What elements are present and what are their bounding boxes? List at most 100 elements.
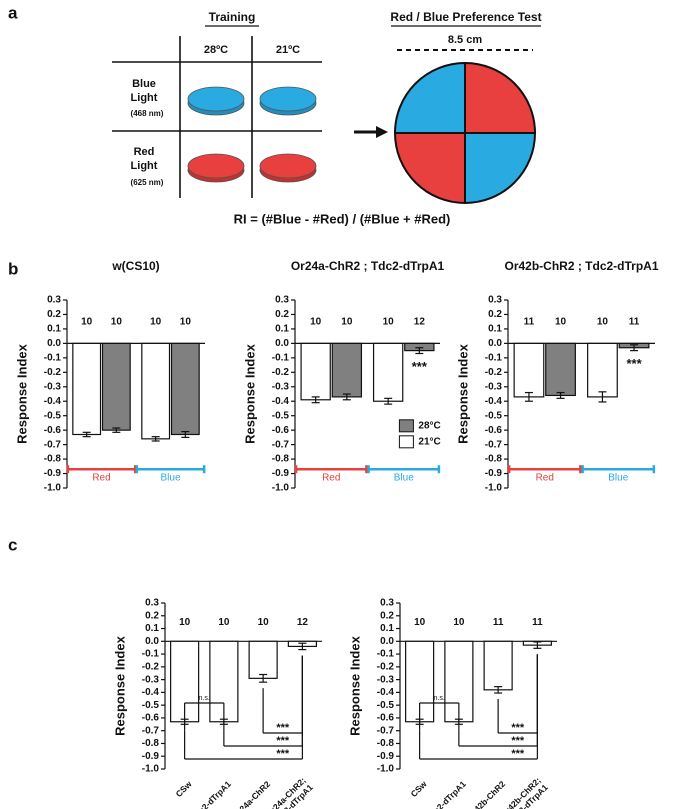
y-tick-label: -0.6 [485, 425, 503, 436]
y-tick-label: -1.0 [377, 764, 395, 775]
bar [248, 640, 278, 679]
category-label: Blue [160, 473, 180, 484]
y-tick-label: -0.7 [142, 725, 160, 736]
y-tick-label: 0.1 [380, 623, 394, 634]
y-tick-label: -0.1 [272, 352, 290, 363]
n-label: 11 [629, 316, 640, 327]
n-label: 10 [383, 316, 395, 327]
arrow [354, 126, 388, 138]
y-tick-label: -0.2 [377, 661, 395, 672]
n-label: 10 [150, 316, 162, 327]
y-tick-label: -0.1 [44, 352, 62, 363]
y-tick-label: -0.9 [485, 468, 503, 479]
category-label: Red [322, 473, 340, 484]
bar [331, 342, 363, 398]
y-axis-label: Response Index [112, 635, 127, 735]
y-tick-label: -1.0 [142, 764, 160, 775]
bar [72, 342, 102, 436]
y-tick-label: -0.3 [485, 381, 503, 392]
n-label: 11 [532, 617, 543, 628]
legend-label: 28°C [418, 420, 440, 431]
y-tick-label: 0.1 [145, 623, 159, 634]
n-label: 12 [297, 617, 309, 628]
category-label: Blue [394, 473, 414, 484]
chart-title: Or24a-ChR2 ; Tdc2-dTrpA1 [291, 259, 445, 273]
error-bar [524, 391, 533, 402]
y-tick-label: 0.2 [47, 309, 61, 320]
y-tick-label: -0.2 [142, 661, 160, 672]
error-bar [342, 393, 351, 401]
scale-label: 8.5 cm [448, 34, 482, 46]
training-grid [112, 36, 322, 198]
y-tick-label: -0.9 [272, 468, 290, 479]
y-tick-label: 0.2 [145, 610, 159, 621]
category-label: Blue [608, 473, 628, 484]
y-tick-label: -0.5 [272, 410, 290, 421]
y-tick-label: 0.0 [275, 338, 289, 349]
y-tick-label: -0.4 [44, 396, 62, 407]
error-bar [151, 436, 160, 442]
y-tick-label: -0.9 [377, 751, 395, 762]
bar [170, 342, 200, 436]
bar [513, 342, 545, 398]
significance-label: *** [626, 356, 642, 371]
y-tick-label: -0.4 [272, 396, 290, 407]
y-tick-label: -0.7 [272, 439, 290, 450]
y-tick-label: -1.0 [44, 483, 62, 494]
panel-label: b [8, 259, 18, 278]
bar [300, 342, 331, 401]
y-tick-label: 0.3 [488, 295, 502, 306]
y-tick-label: 0.3 [380, 598, 394, 609]
n-label: 10 [258, 617, 270, 628]
n-label: 10 [555, 316, 567, 327]
y-tick-label: 0.0 [145, 636, 159, 647]
y-tick-label: -0.5 [377, 700, 395, 711]
y-tick-label: -0.8 [485, 454, 503, 465]
y-tick-label: -1.0 [272, 483, 290, 494]
n-label: 10 [179, 617, 191, 628]
n-label: 10 [310, 316, 322, 327]
x-tick-label: Or24a-ChR2 [230, 779, 272, 809]
y-tick-label: -0.8 [377, 738, 395, 749]
y-axis-label: Response Index [347, 635, 362, 735]
chart-title: w(CS10) [111, 259, 159, 273]
significance-label: *** [276, 748, 290, 760]
x-tick-label: Or24a-ChR2;Tdc2-dTrpA1 [264, 775, 315, 809]
y-tick-label: 0.2 [275, 309, 289, 320]
x-tick-label: CSw [409, 779, 429, 799]
n-label: 11 [493, 617, 504, 628]
y-tick-label: -0.8 [44, 454, 62, 465]
x-tick-label: CSw [174, 779, 194, 799]
n-label: 10 [180, 316, 192, 327]
y-tick-label: -0.1 [142, 649, 160, 660]
x-tick-label: Or42b-ChR2;Tdc2-dTrpA1 [499, 775, 550, 809]
significance-label: *** [412, 359, 428, 374]
error-bar [630, 344, 639, 352]
x-tick-label: Tdc2-dTrpA1 [189, 779, 233, 809]
y-tick-label: -0.1 [485, 352, 503, 363]
legend-label: 21°C [418, 436, 440, 447]
row-wavelength: (468 nm) [131, 109, 164, 118]
y-tick-label: -0.1 [377, 649, 395, 660]
legend-swatch [398, 419, 414, 433]
n-label: 12 [414, 316, 426, 327]
error-bar [556, 391, 565, 399]
y-tick-label: -0.5 [44, 410, 62, 421]
error-bar [598, 391, 607, 403]
error-bar [384, 397, 393, 405]
x-tick-label: Tdc2-dTrpA1 [424, 779, 468, 809]
n-label: 10 [341, 316, 353, 327]
y-tick-label: 0.0 [488, 338, 502, 349]
y-tick-label: -0.8 [142, 738, 160, 749]
error-bar [311, 396, 320, 404]
bar [101, 342, 131, 431]
row-label: Red [134, 146, 155, 158]
y-tick-label: -0.6 [44, 425, 62, 436]
significance-label: n.s. [199, 695, 210, 702]
n-label: 10 [218, 617, 230, 628]
n-label: 10 [597, 316, 609, 327]
y-tick-label: -0.9 [142, 751, 160, 762]
formula: RI = (#Blue - #Red) / (#Blue + #Red) [234, 211, 451, 226]
error-bar [112, 427, 121, 433]
